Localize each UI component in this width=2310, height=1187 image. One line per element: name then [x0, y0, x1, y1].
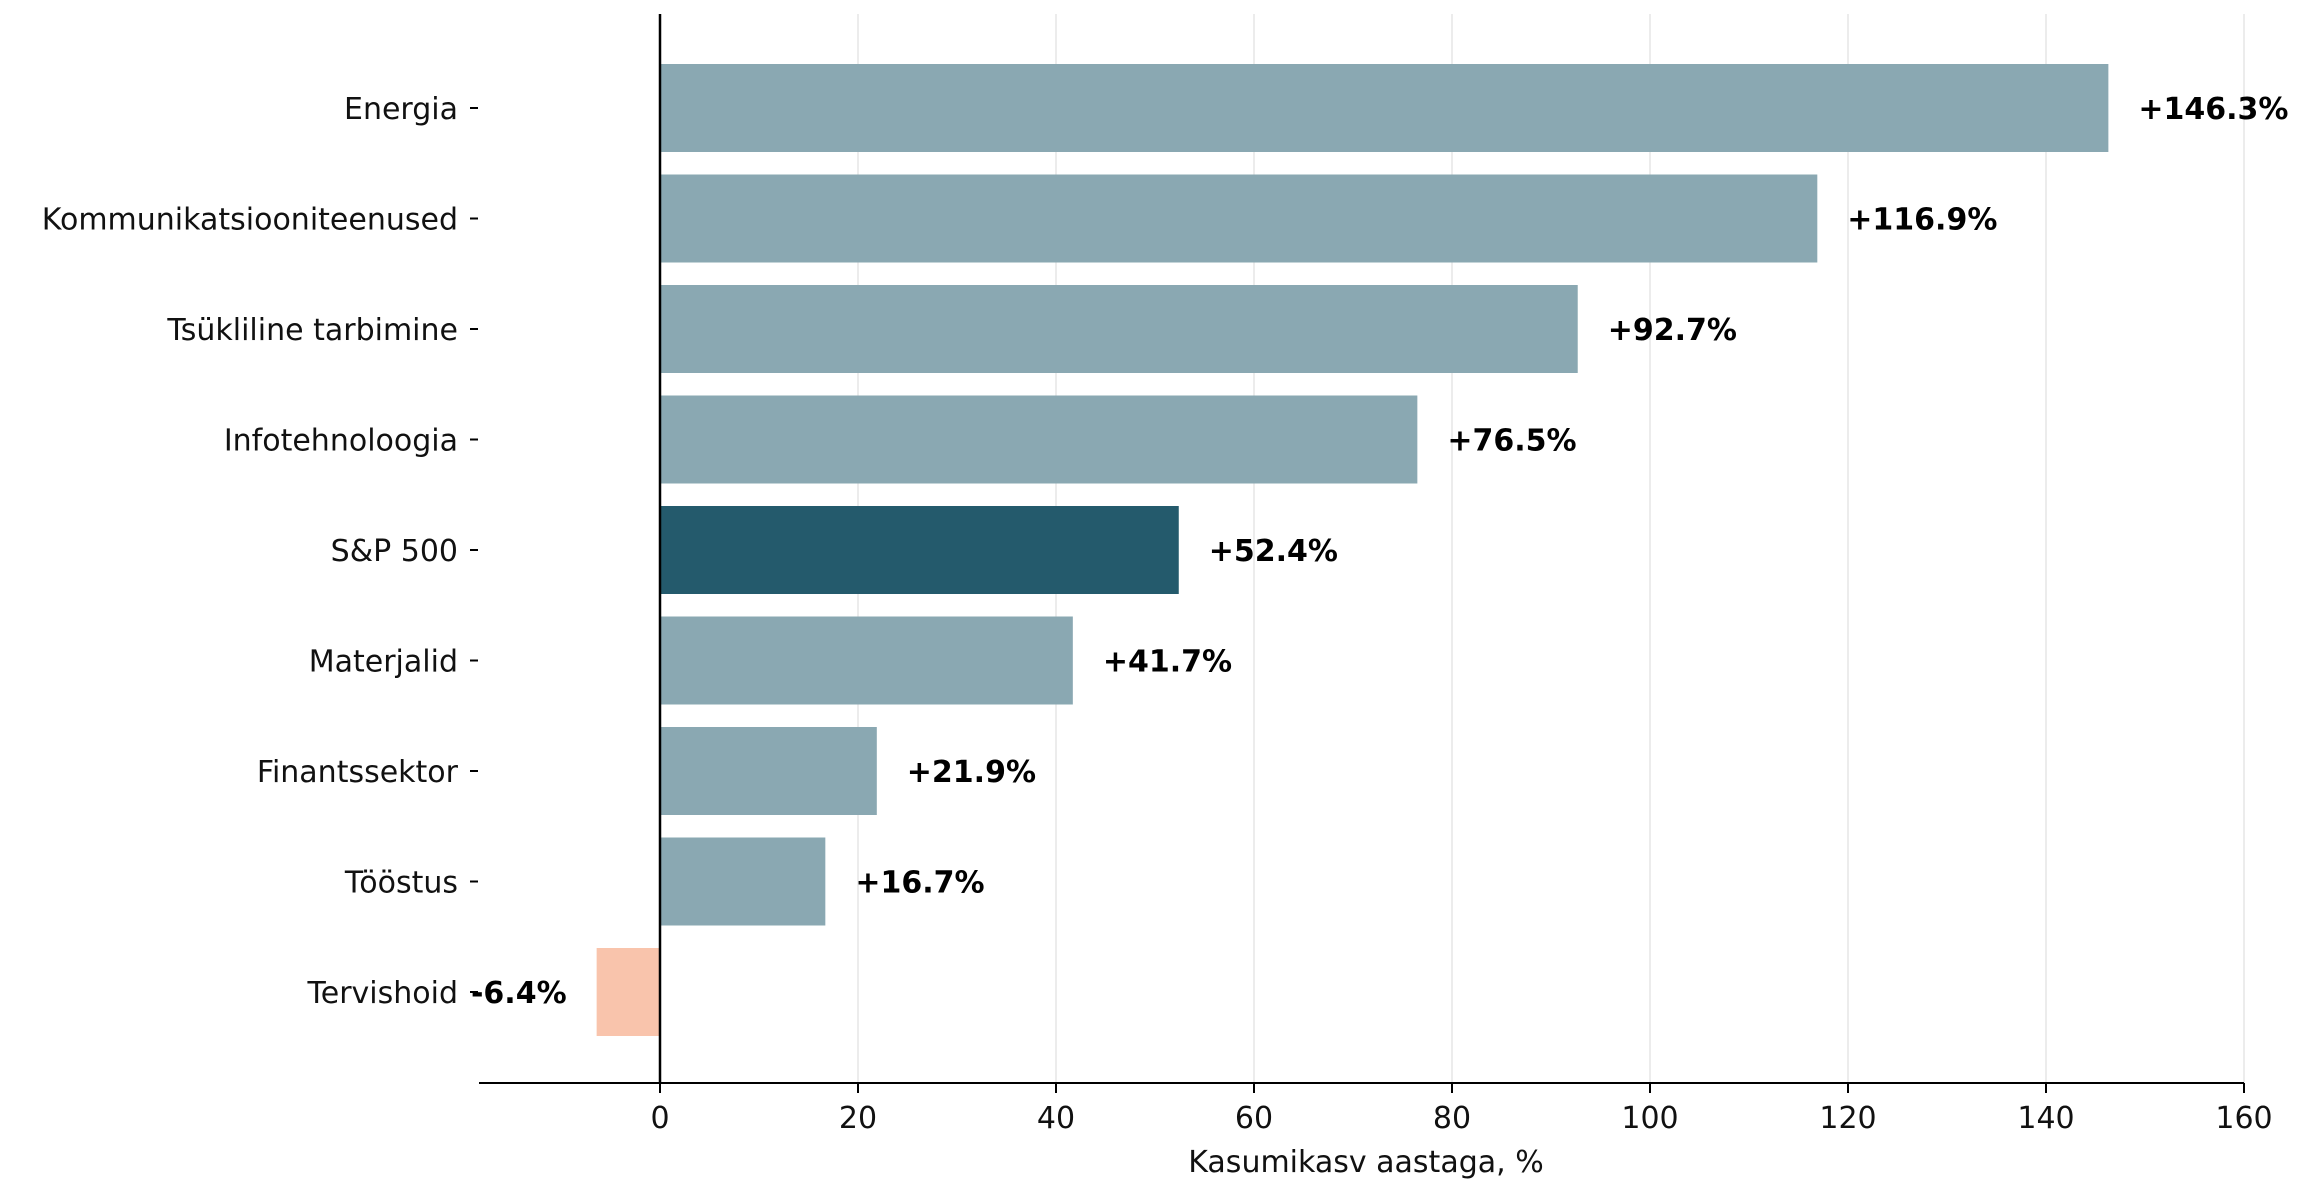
bar: [660, 64, 2109, 152]
x-tick-label: 120: [1819, 1101, 1876, 1136]
value-label: +16.7%: [855, 866, 984, 901]
value-label: +92.7%: [1608, 313, 1737, 348]
bar: [660, 616, 1073, 705]
bar: [596, 948, 660, 1036]
category-label: Kommunikatsiooniteenused: [42, 203, 458, 238]
category-label: Finantssektor: [257, 755, 459, 790]
x-tick-label: 140: [2017, 1101, 2074, 1136]
category-label: Materjalid: [309, 645, 458, 680]
value-label: +76.5%: [1447, 424, 1576, 459]
category-label: S&P 500: [331, 534, 458, 569]
labels-layer: 0 20 40 60 80 100 120 140 160 Energia +146.3% Kommu…: [42, 92, 2289, 1136]
bar: [660, 395, 1418, 484]
category-label: Infotehnoloogia: [224, 424, 458, 459]
x-tick-label: 40: [1037, 1101, 1075, 1136]
x-tick-label: 0: [650, 1101, 669, 1136]
axis-layer: [470, 14, 2245, 1093]
value-label: -6.4%: [471, 976, 567, 1011]
x-tick-label: 20: [839, 1101, 877, 1136]
value-label: +41.7%: [1103, 645, 1232, 680]
x-axis-title: Kasumikasv aastaga, %: [1188, 1145, 1543, 1180]
bar: [660, 174, 1818, 263]
x-tick-label: 100: [1621, 1101, 1678, 1136]
value-label: +52.4%: [1209, 534, 1338, 569]
category-label: Tööstus: [344, 866, 458, 901]
bar: [660, 506, 1179, 594]
value-label: +21.9%: [907, 755, 1036, 790]
bar: [660, 285, 1578, 373]
x-tick-label: 60: [1235, 1101, 1273, 1136]
bar: [660, 727, 877, 815]
bar: [660, 837, 826, 926]
value-label: +116.9%: [1847, 203, 1997, 238]
category-label: Tervishoid: [307, 976, 458, 1011]
value-label: +146.3%: [2138, 92, 2288, 127]
x-tick-label: 80: [1433, 1101, 1471, 1136]
category-label: Tsükliline tarbimine: [166, 313, 458, 348]
category-label: Energia: [344, 92, 458, 127]
x-tick-label: 160: [2215, 1101, 2272, 1136]
bars-layer: [596, 64, 2109, 1036]
